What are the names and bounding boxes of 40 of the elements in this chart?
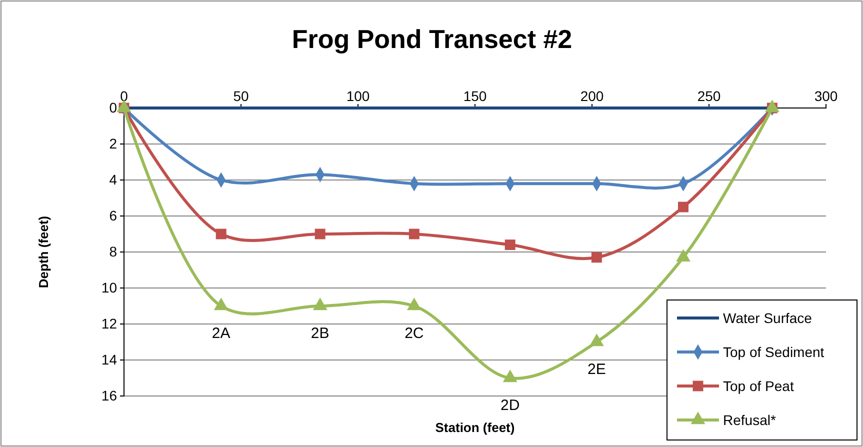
x-tick-label: 50 (233, 88, 249, 104)
x-tick-label: 200 (580, 88, 604, 104)
point (406, 298, 422, 310)
x-tick-label: 150 (463, 88, 487, 104)
legend-label: Top of Peat (723, 378, 794, 394)
point (408, 228, 420, 240)
legend-label: Water Surface (723, 310, 812, 326)
point (504, 240, 516, 250)
legend-label: Refusal* (723, 412, 776, 428)
point (312, 298, 328, 310)
point (216, 228, 226, 240)
y-tick-label: 4 (109, 171, 118, 188)
y-tick-label: 12 (101, 315, 118, 332)
y-tick-label: 10 (101, 279, 118, 296)
point (214, 298, 228, 310)
y-tick-label: 14 (101, 351, 118, 368)
point (502, 370, 518, 382)
y-tick-label: 0 (109, 99, 118, 116)
y-tick-label: 2 (109, 135, 118, 152)
x-tick-label: 0 (120, 88, 128, 104)
y-tick-label: 16 (101, 387, 118, 404)
annotation: 2C (404, 325, 424, 342)
y-tick-label: 6 (109, 207, 118, 224)
annotation: 2D (500, 397, 520, 414)
point (589, 334, 604, 346)
y-tick-label: 8 (109, 243, 118, 260)
y-axis-title: Depth (feet) (36, 216, 51, 288)
point (676, 249, 690, 262)
point (314, 228, 326, 240)
annotation: 2A (212, 325, 230, 342)
x-tick-label: 100 (346, 88, 370, 104)
x-tick-label: 250 (697, 88, 721, 104)
point (678, 202, 689, 212)
annotation: 2B (310, 325, 330, 342)
x-tick-label: 300 (814, 88, 838, 104)
legend-label: Top of Sediment (723, 344, 824, 360)
x-axis-title: Station (feet) (435, 420, 515, 435)
point (591, 252, 602, 263)
chart-title: Frog Pond Transect #2 (292, 24, 572, 54)
annotation: 2E (588, 361, 606, 378)
